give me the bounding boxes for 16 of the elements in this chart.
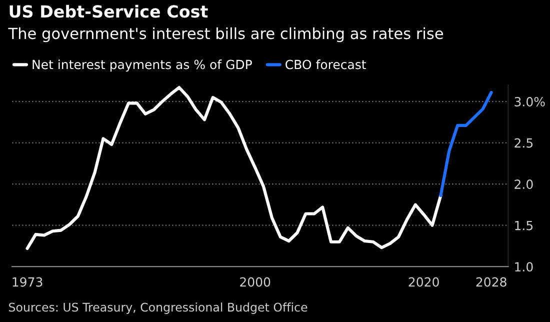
source-note: Sources: US Treasury, Congressional Budget Office xyxy=(9,302,308,314)
legend-label: CBO forecast xyxy=(286,60,366,70)
x-tick-label: 2028 xyxy=(476,277,506,287)
x-tick-label: 2000 xyxy=(240,277,270,287)
chart-title: US Debt-Service Cost xyxy=(10,4,208,18)
y-tick-label: 1.5 xyxy=(515,220,533,230)
y-tick-label: 2.5 xyxy=(514,138,533,148)
legend-label: Net interest payments as % of GDP xyxy=(32,60,252,72)
y-tick-label: 3.0% xyxy=(514,96,545,106)
x-tick-label: 2020 xyxy=(408,277,439,287)
y-tick-label: 1.0 xyxy=(515,262,533,272)
line-series xyxy=(26,86,442,250)
chart-subtitle: The government's interest bills are climbing as rates rise xyxy=(8,27,443,42)
x-tick-label: 1973 xyxy=(12,277,42,287)
y-tick-label: 2.0 xyxy=(514,180,533,189)
line-series xyxy=(439,90,493,198)
